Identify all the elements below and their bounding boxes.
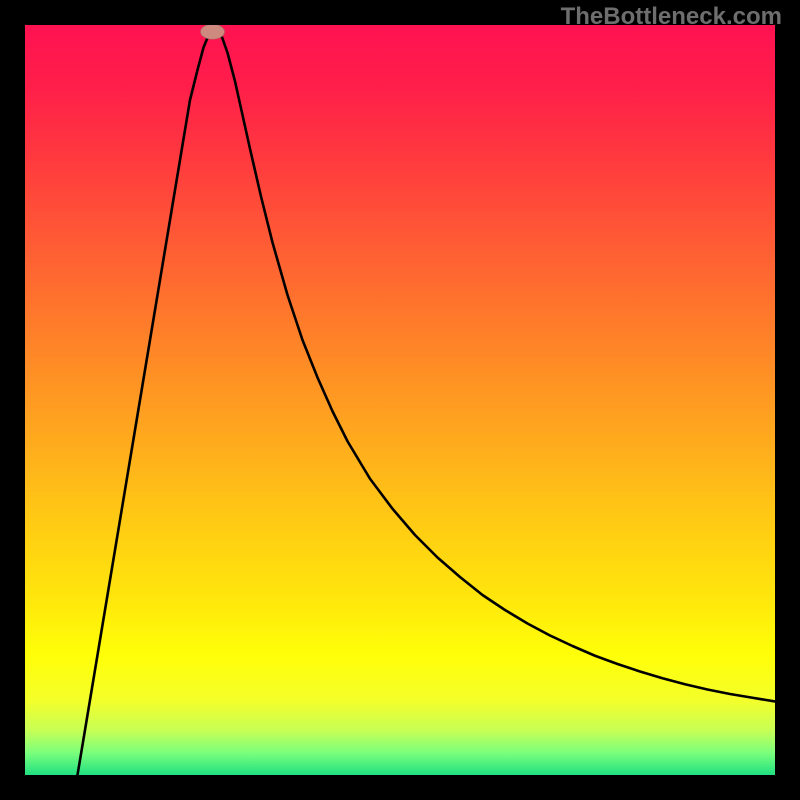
gradient-background [25,25,775,775]
outer-frame: TheBottleneck.com [0,0,800,800]
bottleneck-chart [25,25,775,775]
optimum-marker [201,25,225,39]
plot-area [25,25,775,775]
watermark-text: TheBottleneck.com [561,3,782,31]
